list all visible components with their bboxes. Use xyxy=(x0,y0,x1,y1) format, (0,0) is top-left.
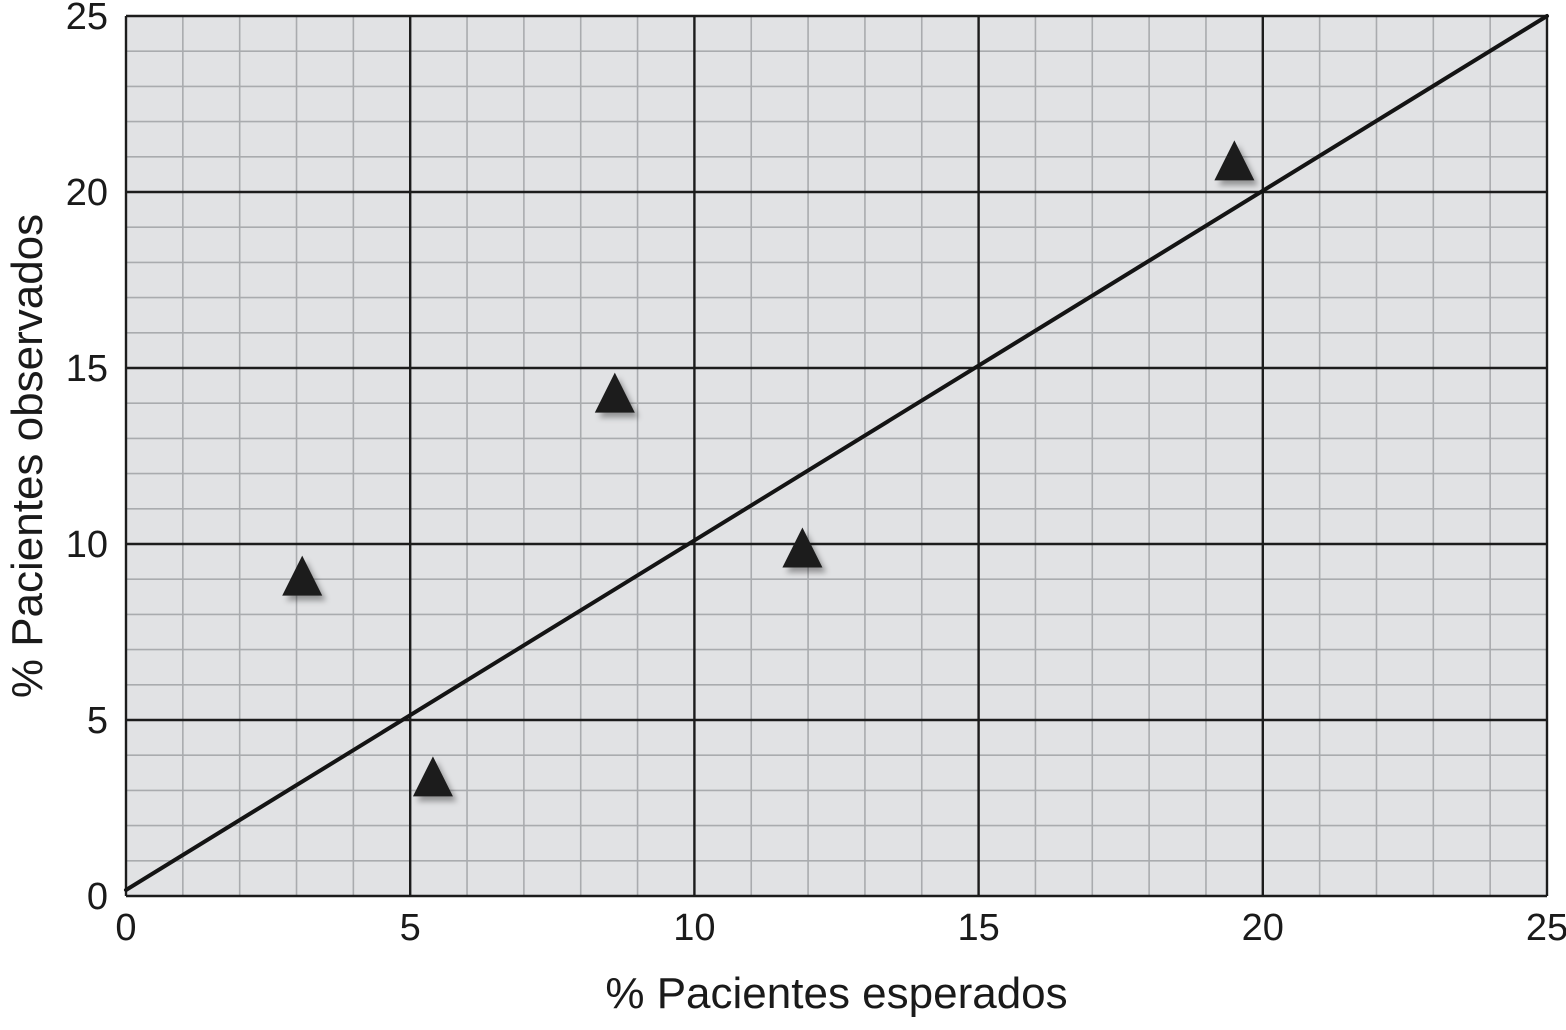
data-point xyxy=(782,527,823,568)
y-tick-label: 10 xyxy=(66,524,108,566)
x-tick-label: 20 xyxy=(1242,907,1284,949)
y-axis-title: % Pacientes observados xyxy=(3,214,52,698)
y-axis-ticks: 0 5 10 15 20 25 xyxy=(66,0,108,918)
data-point xyxy=(282,555,323,596)
y-tick-label: 15 xyxy=(66,348,108,390)
reference-line-layer xyxy=(124,14,1549,892)
data-point xyxy=(1214,140,1255,181)
x-tick-label: 10 xyxy=(673,907,715,949)
y-tick-label: 5 xyxy=(87,700,108,742)
major-grid xyxy=(124,14,1549,898)
x-tick-label: 25 xyxy=(1526,907,1566,949)
y-tick-label: 25 xyxy=(66,0,108,38)
data-point xyxy=(594,372,635,413)
data-point xyxy=(412,756,453,797)
y-tick-label: 20 xyxy=(66,172,108,214)
y-tick-label: 0 xyxy=(87,876,108,918)
x-axis-ticks: 0 5 10 15 20 25 xyxy=(115,907,1566,949)
reference-line xyxy=(124,14,1549,892)
x-axis-title: % Pacientes esperados xyxy=(605,969,1067,1018)
minor-grid xyxy=(126,16,1547,896)
x-tick-label: 15 xyxy=(957,907,999,949)
x-tick-label: 5 xyxy=(400,907,421,949)
x-tick-label: 0 xyxy=(115,907,136,949)
data-points xyxy=(282,140,1255,797)
